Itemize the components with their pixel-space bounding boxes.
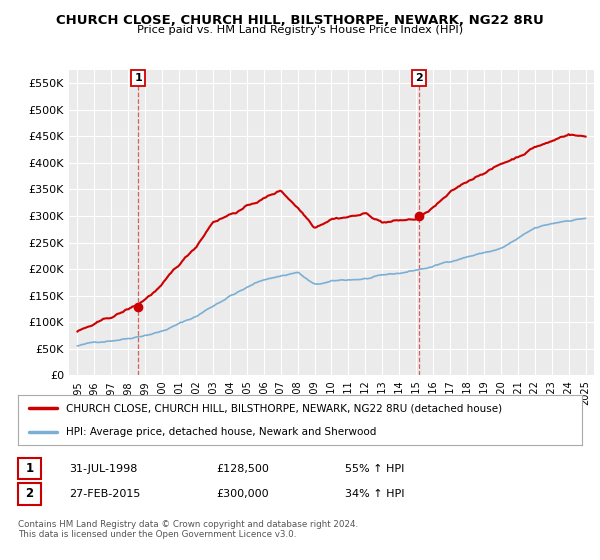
- Text: 2: 2: [415, 73, 423, 83]
- Text: £300,000: £300,000: [216, 489, 269, 499]
- Text: Contains HM Land Registry data © Crown copyright and database right 2024.
This d: Contains HM Land Registry data © Crown c…: [18, 520, 358, 539]
- Text: 1: 1: [25, 462, 34, 475]
- Text: 55% ↑ HPI: 55% ↑ HPI: [345, 464, 404, 474]
- Text: 31-JUL-1998: 31-JUL-1998: [69, 464, 137, 474]
- Text: 34% ↑ HPI: 34% ↑ HPI: [345, 489, 404, 499]
- Text: 2: 2: [25, 487, 34, 501]
- Text: £128,500: £128,500: [216, 464, 269, 474]
- Text: Price paid vs. HM Land Registry's House Price Index (HPI): Price paid vs. HM Land Registry's House …: [137, 25, 463, 35]
- Text: CHURCH CLOSE, CHURCH HILL, BILSTHORPE, NEWARK, NG22 8RU: CHURCH CLOSE, CHURCH HILL, BILSTHORPE, N…: [56, 14, 544, 27]
- Text: CHURCH CLOSE, CHURCH HILL, BILSTHORPE, NEWARK, NG22 8RU (detached house): CHURCH CLOSE, CHURCH HILL, BILSTHORPE, N…: [66, 403, 502, 413]
- Text: HPI: Average price, detached house, Newark and Sherwood: HPI: Average price, detached house, Newa…: [66, 427, 376, 437]
- Text: 27-FEB-2015: 27-FEB-2015: [69, 489, 140, 499]
- Text: 1: 1: [134, 73, 142, 83]
